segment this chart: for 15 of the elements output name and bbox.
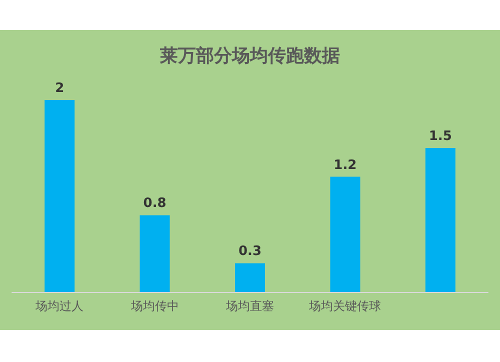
bar <box>425 148 456 292</box>
bar <box>330 176 360 292</box>
x-tick-label: 场均关键传球 <box>308 299 382 313</box>
data-label: 1.5 <box>428 129 452 144</box>
bar <box>140 215 170 292</box>
data-label: 0.8 <box>143 196 166 212</box>
x-tick-label: 场均直塞 <box>225 299 274 313</box>
bar <box>235 263 265 292</box>
chart-title: 莱万部分场均传跑数据 <box>159 46 340 66</box>
data-label: 0.3 <box>238 244 262 260</box>
bar <box>44 100 75 292</box>
data-label: 1.2 <box>334 158 357 173</box>
x-tick-label: 场均传中 <box>130 299 179 313</box>
x-tick-label: 场均过人 <box>34 299 84 313</box>
data-label: 2 <box>55 81 64 96</box>
